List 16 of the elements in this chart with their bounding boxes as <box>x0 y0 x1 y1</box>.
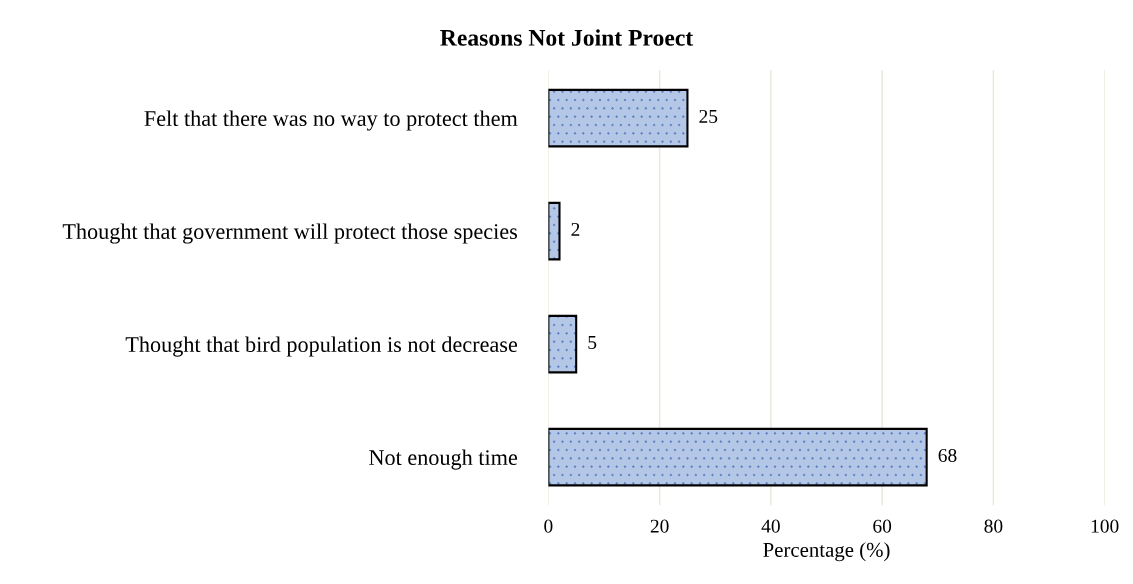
x-tick-label: 100 <box>1091 519 1119 533</box>
y-tick-label: Thought that government will protect those species <box>62 223 517 244</box>
x-tick-label: 40 <box>761 519 780 533</box>
data-label: 25 <box>699 109 718 123</box>
x-axis-title: Percentage (%) <box>763 542 890 562</box>
y-tick-label: Not enough time <box>369 449 518 470</box>
y-tick-label: Thought that bird population is not decrease <box>125 336 518 357</box>
x-tick-label: 20 <box>650 519 669 533</box>
data-label: 5 <box>588 336 597 349</box>
data-label: 2 <box>571 222 580 236</box>
y-tick-label: Felt that there was no way to protect them <box>144 110 518 131</box>
chart-title: Reasons Not Joint Proect <box>440 29 694 46</box>
x-tick-label: 0 <box>544 519 553 533</box>
data-label: 68 <box>938 448 957 462</box>
x-tick-label: 80 <box>984 519 1003 533</box>
x-tick-label: 60 <box>873 519 892 533</box>
